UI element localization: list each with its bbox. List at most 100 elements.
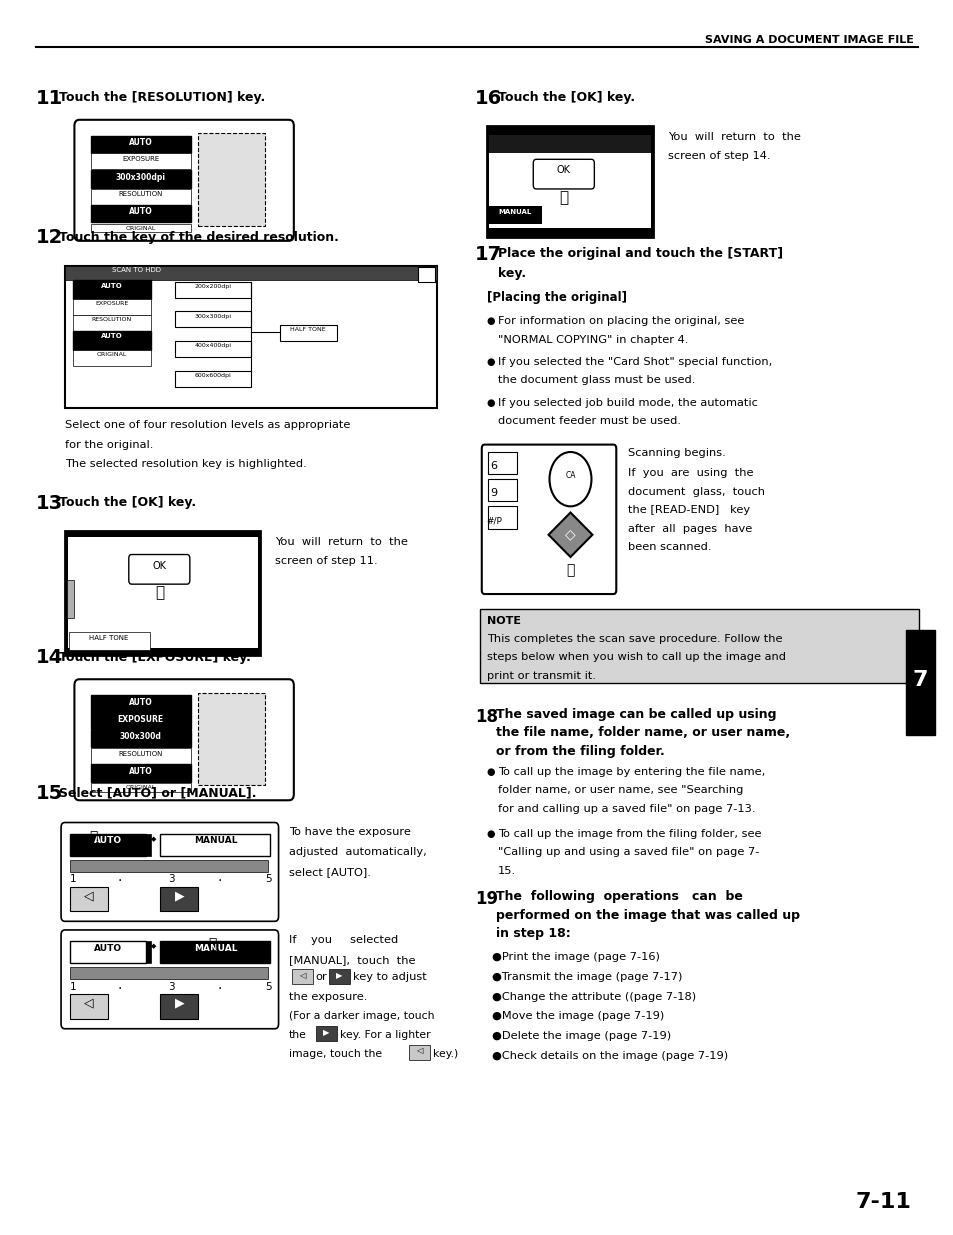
Text: If you selected job build mode, the automatic: If you selected job build mode, the auto…: [497, 398, 757, 408]
Text: ▶: ▶: [174, 997, 184, 1010]
Text: EXPOSURE: EXPOSURE: [122, 156, 159, 162]
Bar: [279, 325, 336, 341]
Text: For information on placing the original, see: For information on placing the original,…: [497, 316, 743, 326]
Text: AUTO: AUTO: [129, 138, 152, 147]
Text: 600x600dpi: 600x600dpi: [194, 373, 231, 378]
Text: To call up the image by entering the file name,: To call up the image by entering the fil…: [497, 767, 764, 777]
Text: ●Move the image (page 7-19): ●Move the image (page 7-19): [492, 1011, 664, 1021]
Text: [Placing the original]: [Placing the original]: [486, 291, 626, 305]
Text: OK: OK: [557, 165, 570, 175]
FancyBboxPatch shape: [481, 445, 616, 594]
Bar: [174, 341, 251, 357]
Bar: [91, 764, 191, 782]
Text: screen of step 11.: screen of step 11.: [274, 556, 377, 566]
Text: ●: ●: [486, 357, 495, 367]
Text: 300x300dpi: 300x300dpi: [194, 314, 231, 319]
Text: EXPOSURE: EXPOSURE: [95, 301, 128, 306]
Text: in step 18:: in step 18:: [496, 927, 570, 941]
Text: for the original.: for the original.: [65, 440, 153, 450]
Text: ✋: ✋: [90, 830, 97, 844]
Text: ORIGINAL: ORIGINAL: [96, 352, 127, 357]
Text: ●Change the attribute ((page 7-18): ●Change the attribute ((page 7-18): [492, 992, 696, 1002]
Bar: [70, 941, 146, 963]
FancyBboxPatch shape: [129, 555, 190, 584]
Text: 15.: 15.: [497, 866, 516, 876]
Bar: [160, 834, 270, 856]
Bar: [70, 834, 146, 856]
Text: ·: ·: [117, 874, 121, 888]
Text: 3: 3: [169, 874, 174, 884]
Text: NOTE: NOTE: [487, 616, 521, 626]
Text: HALF TONE: HALF TONE: [89, 635, 129, 641]
Text: key to adjust: key to adjust: [353, 972, 426, 982]
Bar: [146, 941, 151, 963]
Text: You  will  return  to  the: You will return to the: [667, 132, 800, 142]
Text: for and calling up a saved file" on page 7-13.: for and calling up a saved file" on page…: [497, 804, 755, 814]
Bar: [488, 479, 517, 501]
Text: ●: ●: [486, 316, 495, 326]
Bar: [72, 331, 151, 350]
Text: the [READ-END]   key: the [READ-END] key: [627, 505, 749, 515]
Text: adjusted  automatically,: adjusted automatically,: [289, 847, 426, 857]
Bar: [91, 695, 191, 713]
Text: ●Transmit the image (page 7-17): ●Transmit the image (page 7-17): [492, 972, 682, 982]
Text: document feeder must be used.: document feeder must be used.: [497, 416, 680, 426]
Bar: [160, 994, 198, 1019]
Text: or from the filing folder.: or from the filing folder.: [496, 745, 664, 758]
Bar: [91, 205, 191, 222]
Text: 5: 5: [265, 874, 272, 884]
Text: 7-11: 7-11: [854, 1192, 910, 1212]
Bar: [70, 994, 108, 1019]
Text: 18: 18: [475, 708, 497, 726]
Text: 17: 17: [475, 245, 501, 263]
Bar: [489, 206, 541, 224]
Text: If    you     selected: If you selected: [289, 935, 398, 945]
Text: Touch the key of the desired resolution.: Touch the key of the desired resolution.: [59, 231, 338, 245]
Bar: [488, 452, 517, 474]
Bar: [91, 136, 191, 153]
Text: RESOLUTION: RESOLUTION: [118, 191, 163, 198]
Text: 16: 16: [475, 89, 502, 107]
Text: ▶: ▶: [323, 1028, 329, 1036]
Text: ▶: ▶: [336, 971, 342, 979]
Text: Place the original and touch the [START]: Place the original and touch the [START]: [497, 247, 782, 261]
Bar: [146, 834, 151, 856]
Text: 15: 15: [36, 784, 64, 803]
Text: ●Check details on the image (page 7-19): ●Check details on the image (page 7-19): [492, 1051, 728, 1061]
Bar: [315, 1026, 336, 1041]
Text: or: or: [315, 972, 327, 982]
Text: "Calling up and using a saved file" on page 7-: "Calling up and using a saved file" on p…: [497, 847, 759, 857]
Bar: [486, 126, 653, 237]
Text: The saved image can be called up using: The saved image can be called up using: [496, 708, 776, 721]
Text: AUTO: AUTO: [129, 767, 152, 776]
Text: the exposure.: the exposure.: [289, 992, 367, 1002]
Text: 3: 3: [169, 982, 174, 992]
Circle shape: [549, 452, 591, 506]
FancyBboxPatch shape: [74, 120, 294, 241]
Text: MANUAL: MANUAL: [193, 836, 237, 845]
Text: 5: 5: [265, 982, 272, 992]
Text: key.: key.: [497, 267, 525, 280]
Bar: [174, 282, 251, 298]
Bar: [417, 267, 435, 282]
Text: performed on the image that was called up: performed on the image that was called u…: [496, 909, 800, 923]
Text: You  will  return  to  the: You will return to the: [274, 537, 407, 547]
Bar: [91, 730, 191, 747]
Text: Touch the [OK] key.: Touch the [OK] key.: [59, 496, 196, 510]
Bar: [65, 266, 436, 280]
Bar: [489, 135, 650, 153]
Text: ·: ·: [217, 874, 221, 888]
Text: the file name, folder name, or user name,: the file name, folder name, or user name…: [496, 726, 789, 740]
Bar: [65, 531, 260, 655]
Bar: [198, 693, 265, 785]
Text: 200x200dpi: 200x200dpi: [194, 284, 231, 289]
Text: ●Print the image (page 7-16): ●Print the image (page 7-16): [492, 952, 659, 962]
Text: ✋: ✋: [566, 563, 574, 577]
Text: select [AUTO].: select [AUTO].: [289, 867, 371, 877]
Text: AUTO: AUTO: [101, 333, 122, 340]
Bar: [160, 941, 270, 963]
Bar: [174, 370, 251, 387]
Text: ✋: ✋: [558, 190, 568, 205]
Text: 300x300dpi: 300x300dpi: [115, 173, 166, 182]
Text: MANUAL: MANUAL: [498, 209, 531, 215]
